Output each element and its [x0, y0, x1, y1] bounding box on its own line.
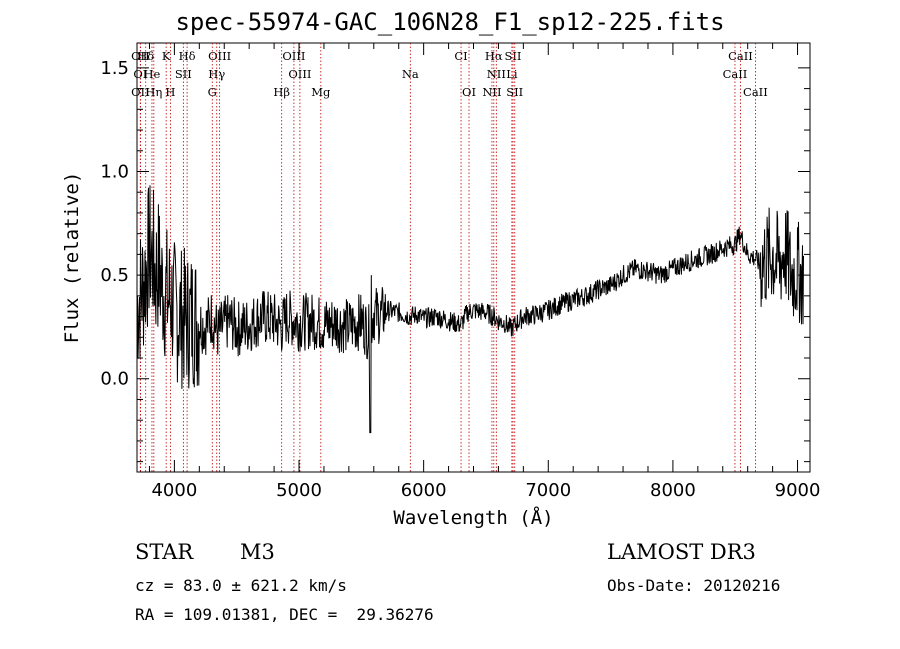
- chart-title: spec-55974-GAC_106N28_F1_sp12-225.fits: [175, 8, 725, 36]
- spectrum-series-line: [136, 185, 804, 434]
- spectral-line-label: Hβ: [273, 85, 290, 99]
- spectral-line-label: CaII: [728, 49, 753, 63]
- spectral-line-label: OIII: [282, 49, 305, 63]
- x-tick-label: 8000: [650, 480, 696, 501]
- spectral-line-label: Hγ: [208, 67, 225, 81]
- redshift-line: cz = 83.0 ± 621.2 km/s: [135, 576, 347, 595]
- spectral-line-label: Hδ: [179, 49, 196, 63]
- spectral-line-label: H: [165, 85, 175, 99]
- x-tick-label: 5000: [276, 480, 322, 501]
- spectral-line-label: CaII: [743, 85, 768, 99]
- spectral-line-label: CaII: [723, 67, 748, 81]
- spectral-line-label: NII: [487, 67, 506, 81]
- spectral-line-label: CI: [454, 49, 467, 63]
- coordinates-line: RA = 109.01381, DEC = 29.36276: [135, 605, 434, 624]
- object-class: STAR: [135, 540, 194, 564]
- spectral-line-label: He: [144, 67, 161, 81]
- spectral-line-label: SII: [175, 67, 192, 81]
- spectral-line-label: Hη: [145, 85, 162, 99]
- y-tick-label: 0.0: [100, 369, 129, 390]
- spectral-line-label: K: [162, 49, 171, 63]
- spectral-line-label: OII: [131, 49, 150, 63]
- x-tick-label: 6000: [401, 480, 447, 501]
- x-tick-label: 4000: [151, 480, 197, 501]
- x-tick-label: 9000: [775, 480, 821, 501]
- survey-label: LAMOST DR3: [607, 540, 756, 564]
- x-axis-label: Wavelength (Å): [393, 506, 553, 529]
- obs-date-line: Obs-Date: 20120216: [607, 576, 781, 595]
- y-axis-label: Flux (relative): [61, 172, 83, 344]
- spectral-line-label: Hα: [485, 49, 503, 63]
- y-tick-label: 0.5: [100, 265, 129, 286]
- spectral-line-label: OI: [462, 85, 476, 99]
- spectral-line-label: NII: [482, 85, 501, 99]
- spectral-line-label: Hδ: [137, 49, 154, 63]
- spectral-line-label: SII: [506, 85, 523, 99]
- spectral-line-label: G: [208, 85, 217, 99]
- y-tick-label: 1.0: [100, 161, 129, 182]
- spectral-line-label: OI: [133, 67, 147, 81]
- spectral-line-label: OIII: [288, 67, 311, 81]
- spectral-line-label: Li: [506, 67, 518, 81]
- spectral-line-label: Na: [402, 67, 419, 81]
- y-tick-label: 1.5: [100, 58, 129, 79]
- x-tick-label: 7000: [525, 480, 571, 501]
- spectral-line-label: SII: [505, 49, 522, 63]
- spectral-line-label: Mg: [311, 85, 331, 99]
- object-subclass: M3: [240, 540, 275, 564]
- spectral-line-label: OIII: [208, 49, 231, 63]
- spectral-line-label: OII: [131, 85, 150, 99]
